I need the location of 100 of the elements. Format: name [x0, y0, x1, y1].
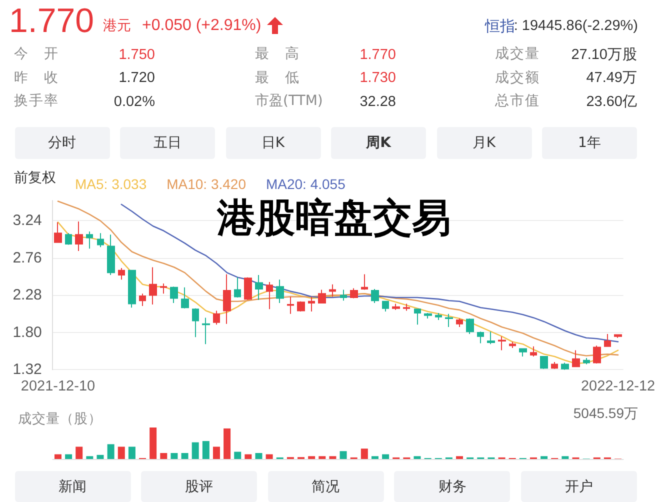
bar — [318, 456, 326, 459]
text: 总市值 — [495, 93, 539, 109]
bar — [234, 452, 242, 459]
candlestick — [561, 362, 569, 370]
candlestick — [487, 331, 495, 345]
bar — [118, 446, 125, 459]
bar — [212, 446, 220, 459]
candlestick — [97, 232, 104, 248]
candlestick — [160, 283, 167, 294]
candlestick — [170, 286, 178, 304]
text: 最低 — [255, 70, 299, 86]
bar — [202, 441, 210, 459]
candlestick — [255, 274, 263, 300]
bar — [76, 446, 83, 459]
candlestick — [192, 308, 199, 338]
candlestick — [244, 276, 252, 300]
tab-button: 财务 — [394, 471, 510, 502]
candlestick — [435, 312, 442, 321]
candlestick — [361, 274, 368, 290]
bar — [244, 454, 252, 459]
text: 成交量 — [495, 46, 539, 62]
candlestick — [593, 345, 601, 364]
candlestick — [456, 318, 463, 328]
bar — [266, 454, 273, 459]
bar — [150, 428, 157, 459]
text: 1.750 — [118, 46, 155, 62]
candlestick — [414, 308, 421, 326]
candlestick — [276, 279, 284, 304]
text: 市盈(TTM) — [255, 93, 323, 109]
tab-button: 日K — [226, 127, 320, 159]
bar — [255, 453, 262, 459]
candlestick — [382, 300, 389, 312]
candlestick — [403, 303, 410, 312]
candlestick — [466, 318, 474, 334]
candlestick — [424, 312, 432, 319]
bar — [456, 456, 464, 459]
tab-button: 新闻 — [14, 471, 131, 502]
text: 1.770 — [9, 2, 94, 40]
candlestick — [604, 333, 611, 347]
candlestick — [340, 289, 347, 302]
text: 昨收 — [14, 70, 58, 86]
bar — [170, 453, 178, 459]
y-tick-label: 3.24 — [12, 212, 42, 230]
text: 1.730 — [360, 70, 396, 86]
candlestick — [54, 222, 62, 243]
candlestick — [308, 296, 315, 312]
text: 23.60亿 — [586, 94, 638, 110]
candlestick — [392, 303, 400, 310]
bar — [371, 456, 378, 459]
candlestick — [371, 288, 379, 304]
candlestick — [350, 288, 358, 299]
tab-button: 股评 — [141, 471, 258, 502]
bar — [86, 456, 94, 459]
candlestick — [297, 300, 305, 312]
tab-button: 周K — [331, 127, 426, 159]
text: 换手率 — [14, 93, 58, 109]
candlestick — [128, 270, 136, 308]
bar — [181, 453, 188, 459]
candlestick — [118, 268, 125, 280]
candlestick — [234, 276, 241, 298]
candlestick — [75, 220, 83, 252]
bar — [340, 451, 347, 459]
y-tick-label: 2.76 — [12, 249, 42, 266]
candlestick — [477, 331, 484, 344]
text: 0.02% — [114, 94, 155, 110]
bar — [540, 456, 548, 459]
bar — [65, 454, 72, 459]
text: 最高 — [255, 46, 299, 62]
bar — [107, 444, 114, 459]
text: 32.28 — [360, 94, 396, 110]
x-tick-label: 2022-12-12 — [580, 378, 656, 395]
bar — [160, 453, 168, 459]
text: 27.10万股 — [571, 46, 638, 62]
candlestick — [540, 356, 548, 369]
candlestick — [266, 281, 273, 310]
y-axis-title: 成交量（股） — [18, 411, 102, 427]
text: 成交额 — [495, 70, 539, 86]
text: 5045.59万 — [573, 405, 638, 421]
text: +0.050 (+2.91%) — [142, 17, 262, 34]
candlestick — [498, 336, 506, 351]
candlestick — [107, 234, 115, 276]
bar — [224, 428, 231, 459]
text: MA5: 3.033 — [75, 176, 147, 192]
text: 47.49万 — [586, 70, 638, 86]
candlestick — [213, 310, 220, 326]
tab-button: 简况 — [268, 471, 384, 502]
text: MA20: 4.055 — [266, 176, 346, 192]
candlestick — [614, 334, 622, 338]
text: 港元 — [103, 18, 131, 34]
candlestick — [65, 232, 72, 246]
chart-title: 港股暗盘交易 — [216, 196, 451, 241]
text: 1.770 — [360, 46, 396, 62]
candlestick — [329, 284, 336, 298]
text: 今开 — [14, 46, 58, 62]
y-tick-label: 1.80 — [12, 324, 42, 341]
candlestick — [509, 341, 516, 348]
candlestick — [318, 289, 326, 304]
x-tick-label: 2021-12-10 — [20, 378, 96, 395]
candlestick — [223, 274, 231, 324]
tab-button: 开户 — [520, 471, 637, 502]
